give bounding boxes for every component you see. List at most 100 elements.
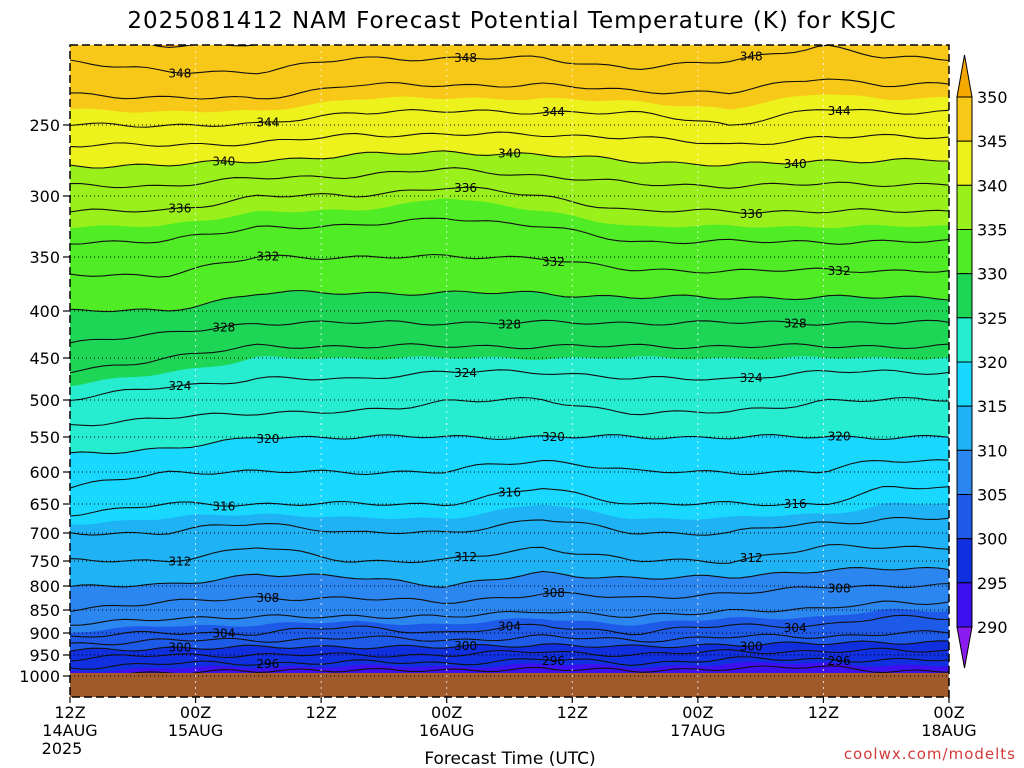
contour-label: 308 <box>256 591 279 605</box>
contour-label: 312 <box>168 555 191 569</box>
contour-label: 300 <box>168 641 191 655</box>
contour-label: 316 <box>784 497 807 511</box>
colorbar-segment <box>956 538 973 584</box>
contour-328 <box>70 319 949 344</box>
x-tick-label-time: 12Z <box>54 703 85 722</box>
contour-label: 300 <box>740 640 763 654</box>
colorbar-segment <box>956 184 973 230</box>
contour-label: 336 <box>168 201 191 215</box>
grid-lines <box>69 45 950 697</box>
colorbar-label: 305 <box>977 486 1008 505</box>
temperature-fill <box>70 45 949 697</box>
colorbar-segment <box>956 273 973 319</box>
contour-322 <box>70 396 949 427</box>
contour-label: 340 <box>784 157 807 171</box>
contour-label: 312 <box>740 551 763 565</box>
colorbar-label: 345 <box>977 132 1008 151</box>
colorbar-label: 290 <box>977 618 1008 637</box>
contour-326 <box>70 343 949 374</box>
contour-308 <box>70 582 949 613</box>
contour-label: 348 <box>168 67 191 81</box>
chart-title: 2025081412 NAM Forecast Potential Temper… <box>127 8 896 34</box>
contour-330 <box>70 289 949 313</box>
contour-label: 340 <box>212 154 235 168</box>
contour-label: 316 <box>212 500 235 514</box>
x-tick-label-date: 15AUG <box>168 721 223 740</box>
plot-frame <box>69 44 950 698</box>
contour-label: 332 <box>542 255 565 269</box>
contour-label: 320 <box>256 432 279 446</box>
contour-label: 332 <box>828 264 851 278</box>
contour-296 <box>70 656 949 670</box>
contour-label: 304 <box>784 621 807 635</box>
y-tick-label: 1000 <box>19 667 60 686</box>
contour-label: 324 <box>168 379 191 393</box>
contour-304 <box>70 614 949 638</box>
x-tick-label-date: 17AUG <box>670 721 725 740</box>
y-axis: 250 300 350 400 450 500 550 600 650 700 750 800 850 9… <box>19 116 70 686</box>
y-tick-label: 600 <box>29 463 60 482</box>
colorbar-segment <box>956 229 973 275</box>
x-tick-label-time: 00Z <box>431 703 462 722</box>
colorbar-segment <box>956 361 973 407</box>
contour-label: 320 <box>828 429 851 443</box>
x-tick-label-time: 12Z <box>557 703 588 722</box>
contour-320 <box>70 434 949 455</box>
contour-310 <box>70 566 949 588</box>
y-tick-label: 250 <box>29 116 60 135</box>
contour-348 <box>70 45 949 75</box>
contour-294 <box>70 665 949 695</box>
contour-label: 316 <box>498 485 521 499</box>
colorbar-segment <box>956 449 973 496</box>
colorbar-label: 300 <box>977 530 1008 549</box>
x-tick-label-time: 00Z <box>933 703 964 722</box>
contour-label: 340 <box>498 147 521 161</box>
y-tick-label: 400 <box>29 302 60 321</box>
colorbar-label: 320 <box>977 353 1008 372</box>
contour-label: 348 <box>740 50 763 64</box>
contour-312 <box>70 543 949 564</box>
colorbar-arrow-top <box>956 54 973 98</box>
colorbar-segment <box>956 317 973 363</box>
contour-342 <box>70 131 949 148</box>
y-tick-label: 350 <box>29 248 60 267</box>
ground-fill <box>70 673 949 697</box>
contour-label: 300 <box>454 639 477 653</box>
contour-label: 336 <box>454 181 477 195</box>
contour-306 <box>70 600 949 626</box>
y-tick-label: 300 <box>29 187 60 206</box>
contour-label: 328 <box>212 320 235 334</box>
y-tick-label: 500 <box>29 391 60 410</box>
y-tick-label: 450 <box>29 349 60 368</box>
ground <box>70 673 949 697</box>
colorbar-label: 310 <box>977 441 1008 460</box>
x-tick-label-date: 18AUG <box>921 721 976 740</box>
contour-label: 324 <box>454 366 477 380</box>
contour-302 <box>70 630 949 646</box>
x-tick-label-time: 12Z <box>808 703 839 722</box>
contour-label: 320 <box>542 430 565 444</box>
contour-324 <box>70 369 949 402</box>
contour-label: 296 <box>256 657 279 671</box>
contour-338 <box>70 167 949 189</box>
y-tick-label: 900 <box>29 624 60 643</box>
contour-labels: 296 296 296 300 300 300 304 304 304 308 308 308 312 3… <box>168 50 851 671</box>
colorbar-segment <box>956 405 973 451</box>
contour-label: 344 <box>256 115 279 129</box>
contour-334 <box>70 217 949 245</box>
contour-label: 296 <box>828 654 851 668</box>
x-tick-label-time: 00Z <box>682 703 713 722</box>
y-tick-label: 950 <box>29 646 60 665</box>
contour-314 <box>70 516 949 536</box>
colorbar-label: 330 <box>977 265 1008 284</box>
contour-298 <box>70 647 949 662</box>
contour-label: 308 <box>542 586 565 600</box>
colorbar-segment <box>956 96 973 142</box>
colorbar-segment <box>956 494 973 540</box>
y-tick-label: 700 <box>29 524 60 543</box>
contour-label: 312 <box>454 550 477 564</box>
contour-label: 304 <box>212 626 235 640</box>
contour-332 <box>70 253 949 278</box>
colorbar-label: 335 <box>977 221 1008 240</box>
contour-label: 332 <box>256 249 279 263</box>
